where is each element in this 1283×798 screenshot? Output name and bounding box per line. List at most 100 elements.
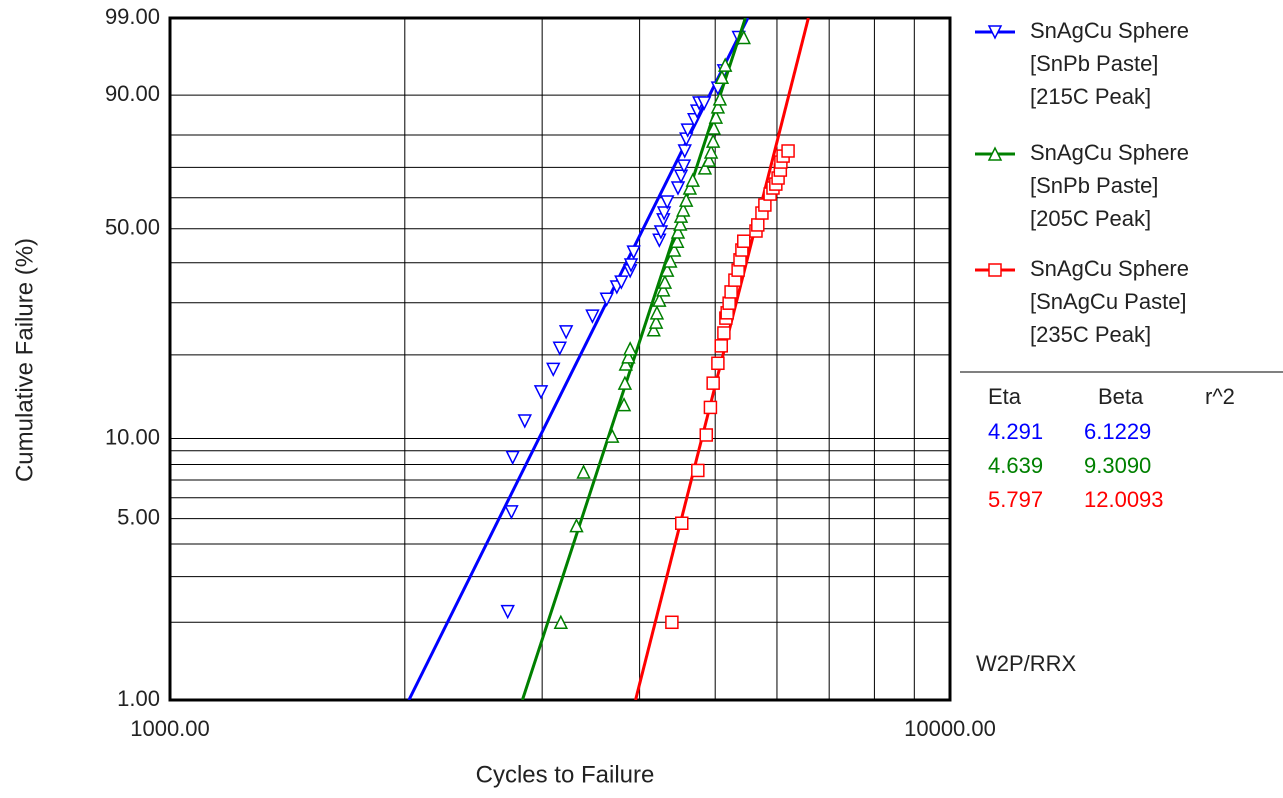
point [701, 152, 717, 167]
point [599, 292, 614, 307]
point [677, 144, 692, 159]
point [751, 218, 765, 232]
point [576, 464, 591, 479]
point [660, 262, 675, 277]
point [656, 206, 672, 221]
point [706, 376, 720, 390]
point [679, 192, 694, 207]
point [623, 258, 639, 273]
legend-label: [205C Peak] [1030, 206, 1151, 231]
y-tick-label: 1.00 [117, 686, 160, 711]
point [717, 57, 733, 72]
annotation: W2P/RRX [976, 651, 1077, 676]
point [685, 172, 701, 187]
table-header: Eta [988, 384, 1022, 409]
point [691, 463, 705, 478]
point [697, 160, 713, 175]
legend-label: [215C Peak] [1030, 84, 1151, 109]
point [656, 282, 671, 297]
point [500, 604, 515, 620]
point [533, 385, 549, 400]
point [546, 362, 561, 378]
point [517, 414, 532, 429]
point [657, 274, 673, 289]
point [722, 296, 736, 310]
point [558, 325, 574, 340]
legend-label: SnAgCu Sphere [1030, 140, 1189, 165]
y-tick-label: 50.00 [105, 215, 160, 240]
point [614, 275, 629, 290]
x-tick-label: 1000.00 [130, 716, 210, 741]
legend-label: [SnPb Paste] [1030, 51, 1158, 76]
table-eta: 4.291 [988, 419, 1043, 444]
point [616, 397, 632, 412]
point [626, 245, 641, 260]
fit-line [407, 18, 750, 700]
point [714, 69, 730, 85]
point [621, 349, 636, 364]
point [724, 285, 738, 299]
point [673, 169, 689, 184]
legend-marker [987, 25, 1003, 40]
point [505, 450, 520, 466]
y-tick-label: 10.00 [105, 424, 160, 449]
point [706, 120, 722, 135]
point [781, 144, 795, 158]
table-header: r^2 [1205, 384, 1235, 409]
legend-label: SnAgCu Sphere [1030, 256, 1189, 281]
point [712, 91, 728, 106]
y-tick-label: 5.00 [117, 504, 160, 529]
point [553, 614, 569, 630]
point [708, 109, 724, 124]
legend-label: [SnPb Paste] [1030, 173, 1158, 198]
table-beta: 9.3090 [1084, 453, 1151, 478]
point [711, 356, 725, 371]
point [737, 234, 751, 248]
point [569, 517, 584, 533]
point [653, 225, 669, 240]
table-beta: 12.0093 [1084, 487, 1164, 512]
point [665, 615, 679, 630]
point [649, 305, 665, 320]
point [670, 181, 686, 196]
point [717, 326, 731, 340]
point [710, 99, 726, 114]
point [699, 428, 714, 442]
point [682, 180, 698, 195]
point [585, 309, 600, 324]
point [758, 198, 772, 212]
y-tick-label: 99.00 [105, 4, 160, 29]
y-tick-label: 90.00 [105, 81, 160, 106]
point [736, 29, 751, 45]
point [670, 224, 686, 239]
point [675, 516, 689, 530]
legend-label: [235C Peak] [1030, 322, 1151, 347]
point [663, 253, 678, 268]
point [714, 339, 728, 353]
plot-frame [168, 16, 952, 702]
point [673, 216, 688, 231]
table-eta: 4.639 [988, 453, 1043, 478]
point [646, 322, 661, 337]
point [676, 202, 691, 217]
point [648, 314, 664, 329]
point [705, 133, 721, 148]
point [622, 341, 638, 356]
point [670, 233, 685, 248]
point [696, 96, 712, 111]
table-eta: 5.797 [988, 487, 1043, 512]
legend-label: [SnAgCu Paste] [1030, 289, 1187, 314]
point [617, 375, 633, 390]
point [666, 242, 682, 257]
legend-marker [987, 146, 1003, 161]
legend-label: SnAgCu Sphere [1030, 18, 1189, 43]
plot-area [407, 18, 810, 700]
point [552, 341, 567, 356]
point [679, 132, 694, 147]
x-tick-label: 10000.00 [904, 716, 996, 741]
point [703, 400, 718, 415]
point [504, 505, 519, 520]
point [660, 195, 675, 210]
table-beta: 6.1229 [1084, 419, 1151, 444]
